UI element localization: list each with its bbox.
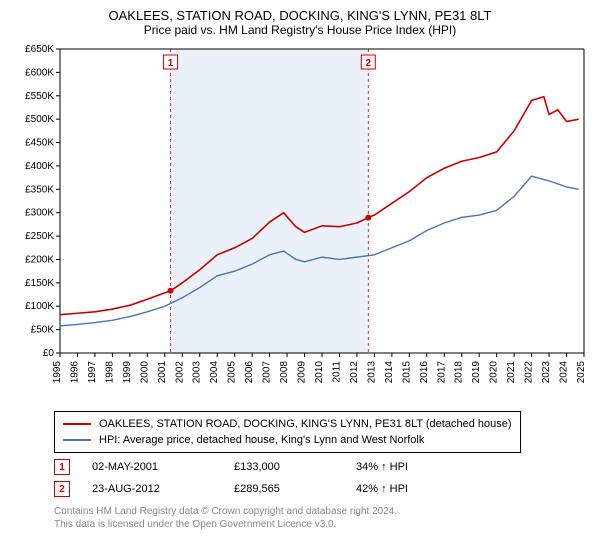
svg-text:2024: 2024 <box>559 361 570 384</box>
svg-text:£250K: £250K <box>25 231 54 242</box>
svg-text:£150K: £150K <box>25 278 54 289</box>
svg-text:1996: 1996 <box>69 361 80 384</box>
line-chart: £0 £50K £100K £150K £200K £250K £300K £350K £400… <box>12 43 588 403</box>
transaction-price: £133,000 <box>234 461 334 473</box>
legend-swatch <box>63 439 91 441</box>
svg-text:£300K: £300K <box>25 208 54 219</box>
svg-text:2023: 2023 <box>541 361 552 384</box>
svg-text:£550K: £550K <box>25 91 54 102</box>
svg-text:2011: 2011 <box>331 361 342 383</box>
svg-text:£500K: £500K <box>25 114 54 125</box>
svg-text:2013: 2013 <box>366 361 377 384</box>
svg-text:1999: 1999 <box>122 361 133 384</box>
svg-text:2006: 2006 <box>244 361 255 384</box>
svg-text:£50K: £50K <box>31 325 55 336</box>
svg-text:2: 2 <box>366 58 372 69</box>
svg-text:£600K: £600K <box>25 67 54 78</box>
footnote-line2: This data is licensed under the Open Gov… <box>54 518 588 531</box>
svg-text:2022: 2022 <box>524 361 535 384</box>
title-line2: Price paid vs. HM Land Registry's House … <box>12 23 588 37</box>
svg-text:1998: 1998 <box>104 361 115 384</box>
marker-box: 1 <box>54 459 70 475</box>
svg-text:2002: 2002 <box>174 361 185 384</box>
svg-text:£450K: £450K <box>25 138 54 149</box>
footnote: Contains HM Land Registry data © Crown c… <box>54 505 588 531</box>
svg-text:£400K: £400K <box>25 161 54 172</box>
transaction-row: 2 23-AUG-2012 £289,565 42% ↑ HPI <box>54 481 588 497</box>
transaction-row: 1 02-MAY-2001 £133,000 34% ↑ HPI <box>54 459 588 475</box>
svg-text:2015: 2015 <box>401 361 412 384</box>
svg-text:2008: 2008 <box>279 361 290 384</box>
svg-text:2017: 2017 <box>436 361 447 384</box>
svg-text:2016: 2016 <box>419 361 430 384</box>
legend-item: HPI: Average price, detached house, King… <box>63 432 512 448</box>
svg-text:2012: 2012 <box>349 361 360 384</box>
svg-text:£0: £0 <box>43 348 55 359</box>
transaction-pct: 34% ↑ HPI <box>356 461 456 473</box>
svg-text:1997: 1997 <box>87 361 98 384</box>
svg-text:2020: 2020 <box>489 361 500 384</box>
svg-text:2003: 2003 <box>192 361 203 384</box>
svg-text:1: 1 <box>168 58 174 69</box>
svg-text:1995: 1995 <box>52 361 63 384</box>
svg-text:2001: 2001 <box>157 361 168 384</box>
title-line1: OAKLEES, STATION ROAD, DOCKING, KING'S L… <box>12 8 588 23</box>
legend: OAKLEES, STATION ROAD, DOCKING, KING'S L… <box>54 411 521 453</box>
marker-box: 2 <box>54 481 70 497</box>
transaction-price: £289,565 <box>234 483 334 495</box>
svg-text:2019: 2019 <box>471 361 482 384</box>
transaction-pct: 42% ↑ HPI <box>356 483 456 495</box>
svg-text:2004: 2004 <box>209 361 220 384</box>
svg-text:2000: 2000 <box>139 361 150 384</box>
svg-text:£200K: £200K <box>25 254 54 265</box>
svg-text:2009: 2009 <box>297 361 308 384</box>
svg-text:2025: 2025 <box>576 361 587 384</box>
svg-text:£350K: £350K <box>25 184 54 195</box>
transaction-date: 23-AUG-2012 <box>92 483 212 495</box>
chart-container: OAKLEES, STATION ROAD, DOCKING, KING'S L… <box>0 0 600 541</box>
legend-item: OAKLEES, STATION ROAD, DOCKING, KING'S L… <box>63 416 512 432</box>
footnote-line1: Contains HM Land Registry data © Crown c… <box>54 505 588 518</box>
legend-label: OAKLEES, STATION ROAD, DOCKING, KING'S L… <box>99 416 512 432</box>
svg-text:£650K: £650K <box>25 44 54 55</box>
transaction-date: 02-MAY-2001 <box>92 461 212 473</box>
svg-text:2010: 2010 <box>314 361 325 384</box>
svg-text:2007: 2007 <box>262 361 273 384</box>
svg-text:2014: 2014 <box>384 361 395 384</box>
svg-text:2005: 2005 <box>227 361 238 384</box>
svg-text:2018: 2018 <box>454 361 465 384</box>
legend-swatch <box>63 423 91 425</box>
svg-text:£100K: £100K <box>25 301 54 312</box>
svg-text:2021: 2021 <box>506 361 517 384</box>
legend-label: HPI: Average price, detached house, King… <box>99 432 424 448</box>
